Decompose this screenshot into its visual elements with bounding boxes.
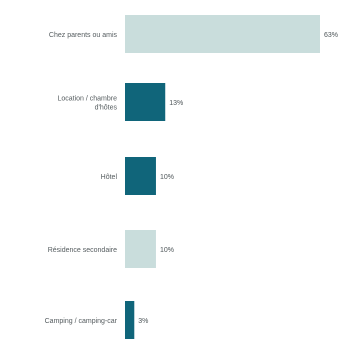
category-label: Résidence secondaire [48, 247, 117, 254]
category-label: Camping / camping-car [45, 318, 118, 325]
value-label: 10% [160, 247, 174, 254]
bar-group: Hôtel 10% [101, 157, 174, 195]
category-label: Hôtel [101, 174, 118, 181]
bar-group: Location / chambre d'hôtes 13% [57, 83, 183, 121]
category-label: Location / chambre d'hôtes [57, 96, 117, 112]
value-label: 3% [138, 318, 148, 325]
bar [125, 301, 135, 339]
bar-group: Chez parents ou amis 63% [49, 15, 338, 53]
bar [125, 230, 156, 268]
bar [125, 83, 166, 121]
bar-group: Camping / camping-car 3% [45, 301, 148, 339]
bar-group: Résidence secondaire 10% [48, 230, 174, 268]
value-label: 63% [324, 32, 338, 39]
bar [125, 157, 156, 195]
value-label: 10% [160, 174, 174, 181]
bar [125, 15, 320, 53]
value-label: 13% [169, 100, 183, 107]
category-label: Chez parents ou amis [49, 32, 118, 39]
